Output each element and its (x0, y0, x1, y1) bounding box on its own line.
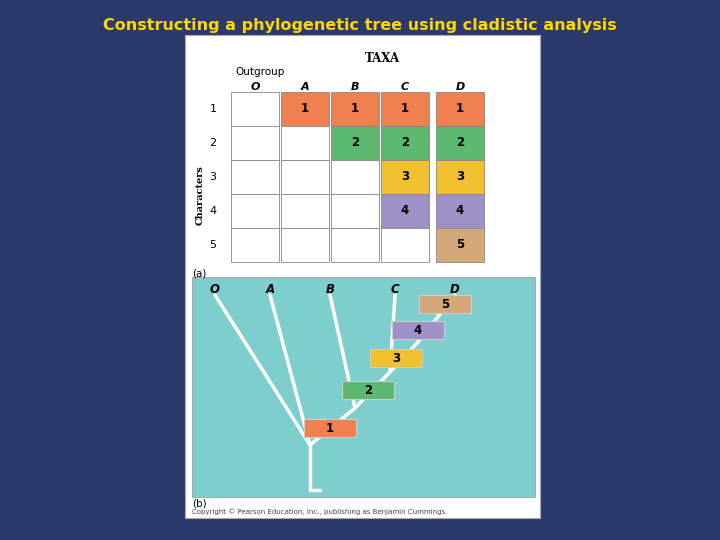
Text: 2: 2 (210, 138, 217, 148)
Text: TAXA: TAXA (365, 52, 400, 65)
Bar (381, 92, 429, 126)
Text: Characters: Characters (196, 165, 204, 225)
Text: 2: 2 (456, 137, 464, 150)
Bar (231, 126, 279, 160)
Bar (419, 295, 471, 313)
Text: 3: 3 (210, 172, 217, 182)
Text: 3: 3 (401, 171, 409, 184)
Bar (381, 160, 429, 194)
Bar (331, 194, 379, 228)
Text: (b): (b) (192, 499, 207, 509)
Text: 1: 1 (351, 103, 359, 116)
Text: 4: 4 (210, 206, 217, 216)
Text: 5: 5 (441, 298, 449, 310)
Text: 4: 4 (456, 205, 464, 218)
Bar (370, 349, 422, 367)
Text: O: O (210, 283, 220, 296)
Bar (331, 160, 379, 194)
Bar (392, 321, 444, 339)
Bar (436, 126, 484, 160)
Text: 1: 1 (401, 103, 409, 116)
Text: 3: 3 (456, 171, 464, 184)
Bar (436, 194, 484, 228)
Text: B: B (325, 283, 335, 296)
Bar (381, 194, 429, 228)
Text: Constructing a phylogenetic tree using cladistic analysis: Constructing a phylogenetic tree using c… (103, 18, 617, 33)
Bar (436, 92, 484, 126)
Bar (331, 228, 379, 262)
Text: Outgroup: Outgroup (235, 67, 284, 77)
Bar (192, 277, 535, 497)
Bar (436, 228, 484, 262)
Text: 1: 1 (210, 104, 217, 114)
Bar (281, 194, 329, 228)
Text: 3: 3 (392, 352, 400, 365)
Bar (231, 160, 279, 194)
Bar (281, 160, 329, 194)
Text: Copyright © Pearson Education, Inc., publishing as Benjamin Cummings.: Copyright © Pearson Education, Inc., pub… (192, 508, 447, 515)
Bar (281, 126, 329, 160)
Text: 2: 2 (364, 383, 372, 396)
Text: 1: 1 (301, 103, 309, 116)
Bar (304, 419, 356, 437)
Bar (331, 126, 379, 160)
Text: O: O (251, 82, 260, 92)
Text: C: C (391, 283, 400, 296)
Text: B: B (351, 82, 359, 92)
Bar (381, 126, 429, 160)
Text: 5: 5 (456, 239, 464, 252)
Text: (a): (a) (192, 268, 207, 278)
Bar (231, 194, 279, 228)
Text: 5: 5 (210, 240, 217, 250)
Text: A: A (301, 82, 310, 92)
Bar (281, 228, 329, 262)
Bar (281, 92, 329, 126)
Text: 2: 2 (351, 137, 359, 150)
Text: D: D (450, 283, 460, 296)
Bar (381, 228, 429, 262)
Bar (342, 381, 394, 399)
Text: D: D (455, 82, 464, 92)
Text: 1: 1 (456, 103, 464, 116)
Bar (231, 228, 279, 262)
Text: C: C (401, 82, 409, 92)
Text: A: A (266, 283, 274, 296)
Text: 4: 4 (401, 205, 409, 218)
Text: 4: 4 (414, 323, 422, 336)
Bar (185, 35, 540, 518)
Text: 1: 1 (326, 422, 334, 435)
Bar (231, 92, 279, 126)
Text: 2: 2 (401, 137, 409, 150)
Bar (436, 160, 484, 194)
Bar (331, 92, 379, 126)
